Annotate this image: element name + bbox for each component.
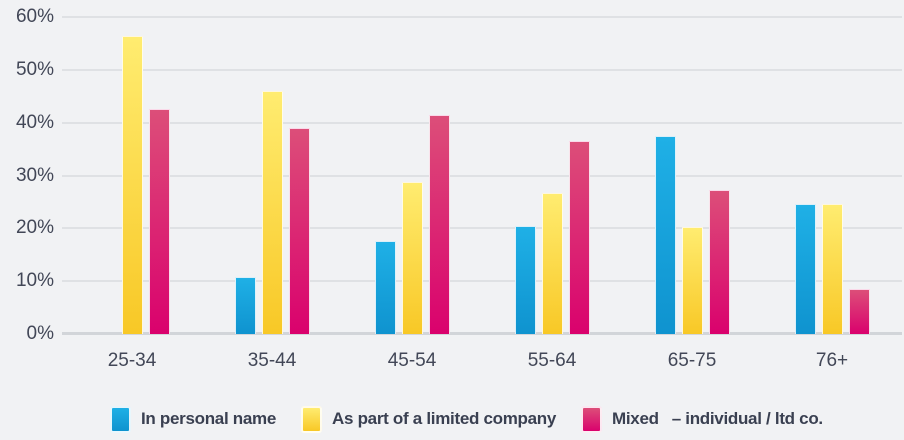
legend-swatch-mixed-individual-ltd-co-icon <box>581 405 603 433</box>
bar-in-personal-name-76 <box>794 203 816 334</box>
bar-as-part-of-a-limited-company-35-44 <box>261 90 283 334</box>
bar-in-personal-name-55-64 <box>514 226 536 334</box>
bar-mixed-individual-ltd-co-55-64 <box>568 141 590 334</box>
y-tick-label-60: 60% <box>15 6 54 27</box>
legend-item-mixed: Mixed – individual / ltd co. <box>581 405 823 433</box>
bar-as-part-of-a-limited-company-65-75 <box>681 227 703 334</box>
bar-as-part-of-a-limited-company-45-54 <box>401 182 423 334</box>
bar-in-personal-name-35-44 <box>234 276 256 334</box>
legend: In personal name As part of a limited com… <box>110 402 823 436</box>
bar-group-25-34 <box>62 17 202 334</box>
gridline-40 <box>62 121 902 124</box>
legend-item-in-personal-name: In personal name <box>110 405 277 433</box>
gridline-30 <box>62 174 902 177</box>
bar-mixed-individual-ltd-co-45-54 <box>428 114 450 334</box>
x-tick-label-55-64: 55-64 <box>527 350 577 371</box>
x-axis-labels: 25-34 35-44 45-54 55-64 65-75 76+ <box>62 350 902 378</box>
gridline-20 <box>62 227 902 230</box>
bar-mixed-individual-ltd-co-25-34 <box>148 109 170 334</box>
bar-group-35-44 <box>202 17 342 334</box>
gridline-50 <box>62 68 902 71</box>
gridline-0 <box>62 332 902 335</box>
x-tick-label-65-75: 65-75 <box>667 350 717 371</box>
bar-mixed-individual-ltd-co-65-75 <box>708 189 730 334</box>
y-tick-label-0: 0% <box>26 323 54 344</box>
bar-group-76 <box>762 17 902 334</box>
y-tick-label-40: 40% <box>15 111 54 133</box>
y-tick-label-30: 30% <box>15 164 54 186</box>
y-tick-label-50: 50% <box>15 58 54 80</box>
legend-swatch-in-personal-name-icon <box>110 405 131 433</box>
bar-mixed-individual-ltd-co-35-44 <box>288 127 310 334</box>
bar-as-part-of-a-limited-company-25-34 <box>121 35 143 334</box>
y-tick-label-20: 20% <box>15 217 54 239</box>
bar-group-55-64 <box>482 17 622 334</box>
x-tick-label-45-54: 45-54 <box>387 350 437 371</box>
legend-label: In personal name <box>141 409 277 428</box>
bars-layer <box>62 17 902 334</box>
legend-label-suffix: – individual / ltd co. <box>671 409 823 428</box>
bar-as-part-of-a-limited-company-55-64 <box>541 192 563 334</box>
plot-area <box>62 16 902 335</box>
y-tick-label-10: 10% <box>15 270 54 292</box>
bar-group-45-54 <box>342 17 482 334</box>
gridline-10 <box>62 280 902 283</box>
bar-in-personal-name-45-54 <box>374 241 396 334</box>
x-tick-label-25-34: 25-34 <box>107 350 157 371</box>
x-tick-label-35-44: 35-44 <box>247 350 297 371</box>
bar-mixed-individual-ltd-co-76 <box>848 289 870 334</box>
legend-swatch-as-part-of-a-limited-company-icon <box>301 405 323 433</box>
legend-label: As part of a limited company <box>332 409 557 428</box>
bar-group-65-75 <box>622 17 762 334</box>
legend-item-as-part-of-a-limited-company: As part of a limited company <box>301 405 557 433</box>
bar-as-part-of-a-limited-company-76 <box>821 204 843 334</box>
legend-label: Mixed – individual / ltd co. <box>612 409 823 428</box>
bar-in-personal-name-65-75 <box>654 135 676 334</box>
gridline-60 <box>62 16 902 18</box>
x-tick-label-76: 76+ <box>815 350 849 371</box>
